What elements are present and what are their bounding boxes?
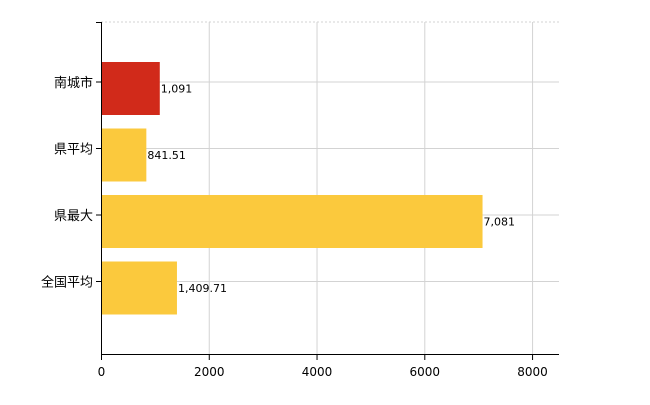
x-tick-label: 0 — [98, 365, 106, 379]
x-tick-label: 6000 — [410, 365, 441, 379]
y-tick-label: 全国平均 — [41, 275, 93, 291]
bar — [102, 261, 177, 315]
y-tick-label: 県最大 — [54, 209, 93, 224]
axis-layer — [96, 22, 559, 360]
x-tick-label: 4000 — [302, 365, 333, 379]
bar — [102, 62, 160, 115]
data-label: 1,091 — [161, 83, 193, 96]
data-label: 7,081 — [484, 216, 516, 229]
x-tick-label: 8000 — [517, 365, 548, 379]
data-label: 841.51 — [147, 149, 186, 162]
y-tick-label: 南城市 — [54, 75, 93, 91]
data-label: 1,409.71 — [178, 282, 227, 295]
bar-layer — [102, 62, 483, 315]
x-tick-label: 2000 — [194, 365, 225, 379]
bar — [102, 128, 147, 182]
label-layer: 1,091 841.51 7,081 1,409.71 0 2000 4000 6000 800… — [41, 75, 548, 379]
grid-layer — [101, 21, 559, 354]
bar — [102, 195, 483, 248]
y-tick-label: 県平均 — [54, 143, 93, 158]
